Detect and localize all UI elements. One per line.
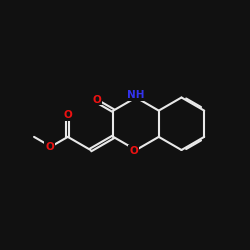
Text: O: O xyxy=(45,142,54,152)
Text: O: O xyxy=(129,146,138,156)
Text: O: O xyxy=(64,110,72,120)
Text: O: O xyxy=(92,95,101,105)
Text: NH: NH xyxy=(127,90,145,101)
